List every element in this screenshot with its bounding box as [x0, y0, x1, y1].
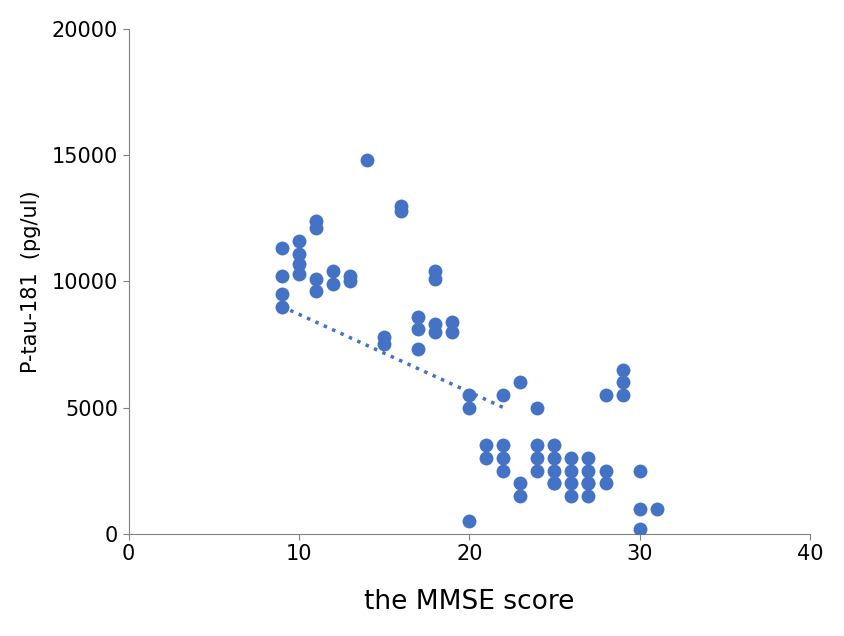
Point — [548, 478, 561, 488]
Point — [582, 478, 595, 488]
Point — [394, 205, 408, 216]
Point — [411, 312, 425, 322]
Point — [548, 453, 561, 463]
Point — [616, 390, 630, 400]
Point — [327, 279, 340, 289]
Point — [394, 200, 408, 211]
Y-axis label: P-tau-181  (pg/ul): P-tau-181 (pg/ul) — [21, 190, 41, 373]
Point — [411, 344, 425, 354]
Point — [446, 327, 459, 337]
Point — [598, 478, 612, 488]
Point — [344, 271, 357, 281]
Point — [514, 491, 528, 501]
Point — [309, 273, 322, 284]
Point — [292, 268, 306, 279]
Point — [275, 289, 289, 299]
Point — [565, 466, 578, 476]
Point — [309, 216, 322, 226]
Point — [582, 453, 595, 463]
Point — [565, 491, 578, 501]
Point — [411, 324, 425, 335]
Point — [377, 340, 391, 350]
Point — [309, 223, 322, 233]
Point — [275, 271, 289, 281]
Point — [275, 301, 289, 312]
Point — [598, 466, 612, 476]
Point — [548, 478, 561, 488]
Point — [429, 266, 442, 276]
Point — [633, 523, 647, 534]
Point — [616, 364, 630, 375]
Point — [463, 390, 476, 400]
Point — [344, 276, 357, 286]
Point — [496, 466, 510, 476]
Point — [582, 466, 595, 476]
Point — [275, 244, 289, 254]
Point — [650, 504, 663, 514]
Point — [514, 377, 528, 387]
Point — [360, 155, 374, 165]
Point — [598, 390, 612, 400]
Point — [531, 453, 544, 463]
Point — [565, 453, 578, 463]
Point — [582, 478, 595, 488]
Point — [479, 440, 493, 450]
Point — [479, 453, 493, 463]
Point — [292, 249, 306, 259]
Point — [548, 466, 561, 476]
Point — [377, 332, 391, 342]
Point — [565, 478, 578, 488]
Point — [292, 236, 306, 246]
Point — [292, 258, 306, 268]
Point — [514, 478, 528, 488]
Point — [446, 317, 459, 327]
Point — [582, 491, 595, 501]
Point — [531, 403, 544, 413]
X-axis label: the MMSE score: the MMSE score — [364, 589, 575, 615]
Point — [496, 453, 510, 463]
Point — [633, 466, 647, 476]
Point — [496, 390, 510, 400]
Point — [616, 377, 630, 387]
Point — [429, 327, 442, 337]
Point — [633, 504, 647, 514]
Point — [429, 319, 442, 329]
Point — [531, 440, 544, 450]
Point — [496, 440, 510, 450]
Point — [531, 466, 544, 476]
Point — [548, 440, 561, 450]
Point — [309, 286, 322, 296]
Point — [327, 266, 340, 276]
Point — [429, 273, 442, 284]
Point — [463, 516, 476, 526]
Point — [463, 403, 476, 413]
